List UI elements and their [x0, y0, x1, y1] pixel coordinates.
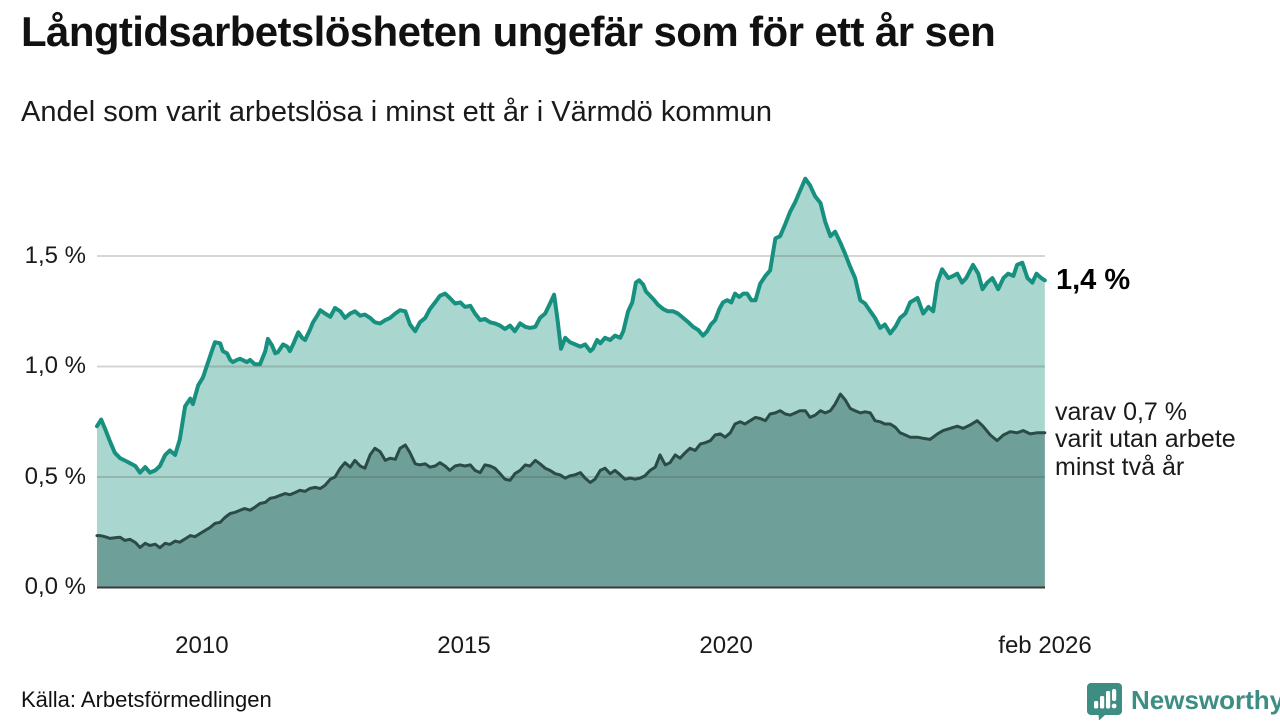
end-note-line-2: varit utan arbete — [1055, 425, 1236, 454]
end-note-line-3: minst två år — [1055, 452, 1185, 481]
y-tick-label-0.5: 0,5 % — [24, 462, 86, 490]
speech-bubble-bar-chart-icon — [1087, 683, 1122, 725]
y-tick-label-1: 1,0 % — [24, 352, 86, 380]
x-tick-label-2015: 2015 — [437, 632, 491, 659]
series-line-1 — [95, 176, 1047, 475]
x-tick-label-2010: 2010 — [175, 632, 229, 659]
y-tick-label-1.5: 1,5 % — [24, 241, 86, 269]
end-note-annotation: varav 0,7 % varit utan arbete minst två … — [1055, 397, 1236, 482]
series-fill-2 — [97, 394, 1045, 588]
page-title: Långtidsarbetslösheten ungefär som för e… — [21, 8, 996, 55]
x-tick-label-feb-2026: feb 2026 — [998, 632, 1092, 659]
end-value-label: 1,4 % — [1056, 264, 1131, 297]
x-tick-label-2020: 2020 — [699, 632, 753, 659]
y-tick-label-0: 0,0 % — [24, 573, 86, 600]
brand-wordmark: Newsworthy — [1131, 685, 1280, 715]
end-note-line-1: varav 0,7 % — [1055, 397, 1188, 426]
source-attribution: Källa: Arbetsförmedlingen — [21, 687, 272, 712]
series-line-2 — [95, 392, 1047, 550]
newsworthy-logo: Newsworthy — [1087, 683, 1280, 725]
chart-subtitle: Andel som varit arbetslösa i minst ett å… — [21, 96, 773, 128]
